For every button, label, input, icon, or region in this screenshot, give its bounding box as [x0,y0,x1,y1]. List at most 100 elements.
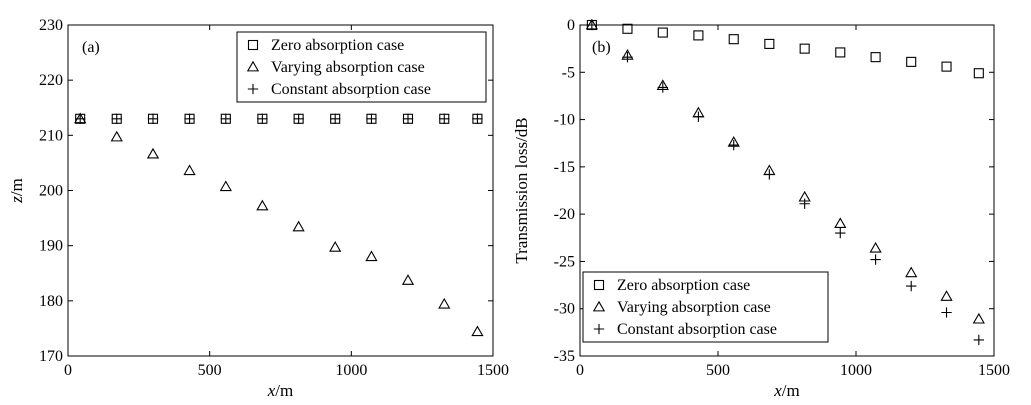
point-a-1-8 [365,250,378,262]
point-a-1-11 [471,325,484,337]
point-b-0-1 [622,23,633,34]
point-a-1-10 [438,297,451,309]
point-a-2-4 [220,113,231,124]
point-b-0-8 [870,52,881,63]
point-a-2-1 [111,113,122,124]
point-a-1-7 [329,241,342,252]
y-tick-label-a-5: 220 [39,72,63,89]
y-tick-label-b-1: -30 [554,301,575,318]
point-b-2-0 [586,19,598,31]
point-a-1-3 [183,164,196,176]
point-a-1-9 [401,274,415,285]
point-a-2-11 [472,113,483,124]
chart-panel-b: 0 500 1000 1500 -35 -30 -25 -20 -15 -10 -5 0 x/m Tran… [512,17,1010,400]
point-b-1-9 [905,266,918,278]
legend-label-b-1: Varying absorption case [617,299,771,316]
legend-b: Zero absorption case Varying absorption c… [582,271,829,343]
legend-box-b [582,271,829,343]
y-tick-label-a-3: 200 [39,183,63,200]
x-axis-label-b: x/m [773,381,800,400]
point-b-1-10 [940,290,953,301]
axes-frame-b [579,24,995,357]
series-a-0 [75,113,483,124]
y-axis-label-b: Transmission loss/dB [512,117,531,263]
legend-marker-a-0 [247,39,259,51]
y-tick-label-a-4: 210 [39,127,63,144]
legend-marker-b-1 [592,300,606,312]
y-tick-label-b-3: -20 [554,206,575,223]
x-tick-label-b-0: 0 [576,362,584,379]
y-tick-label-b-0: -35 [554,348,575,365]
point-a-2-10 [439,113,450,124]
panel-tag-a: (a) [82,39,100,56]
y-tick-label-a-1: 180 [39,293,63,310]
series-b-2 [586,19,984,346]
series-a-1 [74,112,484,337]
point-b-2-5 [764,169,775,180]
point-a-2-7 [330,113,341,124]
point-a-1-2 [146,147,160,159]
point-b-2-3 [693,111,704,122]
point-b-0-11 [973,68,984,79]
panel-tag-b: (b) [592,39,611,56]
x-tick-label-a-2: 1000 [335,362,367,379]
legend-marker-a-2 [247,83,259,95]
y-tick-label-b-2: -25 [554,253,575,270]
point-b-2-1 [622,51,633,63]
point-b-1-8 [869,241,882,253]
chart-panel-a: 0 500 1000 1500 170 180 190 200 210 220 230 x/m z/m (… [7,17,509,400]
series-a-2 [75,113,483,124]
x-axis-label-a: x/m [267,381,294,400]
x-tick-label-b-2: 1000 [840,362,872,379]
point-a-2-0 [75,113,86,124]
y-tick-label-b-7: 0 [567,17,575,34]
point-b-2-10 [941,307,952,318]
point-a-1-1 [110,130,123,142]
x-tick-label-a-3: 1500 [477,362,509,379]
y-tick-label-a-6: 230 [39,17,63,34]
point-b-2-11 [973,334,984,346]
point-b-0-6 [799,43,810,54]
point-a-2-5 [257,113,268,124]
legend-label-a-0: Zero absorption case [271,37,404,54]
point-a-2-2 [147,113,159,124]
point-a-1-6 [292,220,305,232]
point-a-2-8 [366,113,377,124]
point-b-1-11 [972,312,985,324]
point-b-2-6 [799,198,810,209]
series-b-0 [586,19,984,79]
x-tick-label-a-1: 500 [198,362,222,379]
y-tick-label-a-2: 190 [39,238,63,255]
point-b-0-2 [657,27,668,38]
legend-box-a [236,31,487,103]
legend-label-b-2: Constant absorption case [617,321,777,338]
point-b-2-9 [906,280,917,292]
point-a-1-5 [256,199,269,211]
legend-label-a-1: Varying absorption case [271,59,425,76]
point-b-2-8 [870,254,881,265]
legend-marker-b-0 [593,279,605,291]
point-b-0-4 [728,34,739,45]
legend-label-a-2: Constant absorption case [271,81,431,98]
point-a-2-6 [293,113,304,124]
point-a-2-3 [184,113,195,124]
y-tick-label-b-4: -15 [554,159,575,176]
point-b-1-7 [834,217,847,229]
point-a-2-9 [402,113,414,124]
y-axis-label-a: z/m [7,178,26,204]
legend-label-b-0: Zero absorption case [617,277,750,294]
y-tick-label-a-0: 170 [39,348,63,365]
point-b-2-2 [657,82,668,93]
point-b-0-7 [835,47,846,58]
legend-marker-a-1 [246,60,260,72]
point-a-1-4 [219,180,232,192]
point-b-2-7 [835,227,846,239]
x-tick-label-a-0: 0 [64,362,72,379]
point-b-0-3 [693,30,704,41]
y-tick-label-b-6: -5 [562,64,575,81]
y-tick-label-b-5: -10 [554,112,575,129]
point-b-0-5 [764,38,775,49]
x-tick-label-b-3: 1500 [978,362,1010,379]
legend-marker-b-2 [593,323,605,335]
